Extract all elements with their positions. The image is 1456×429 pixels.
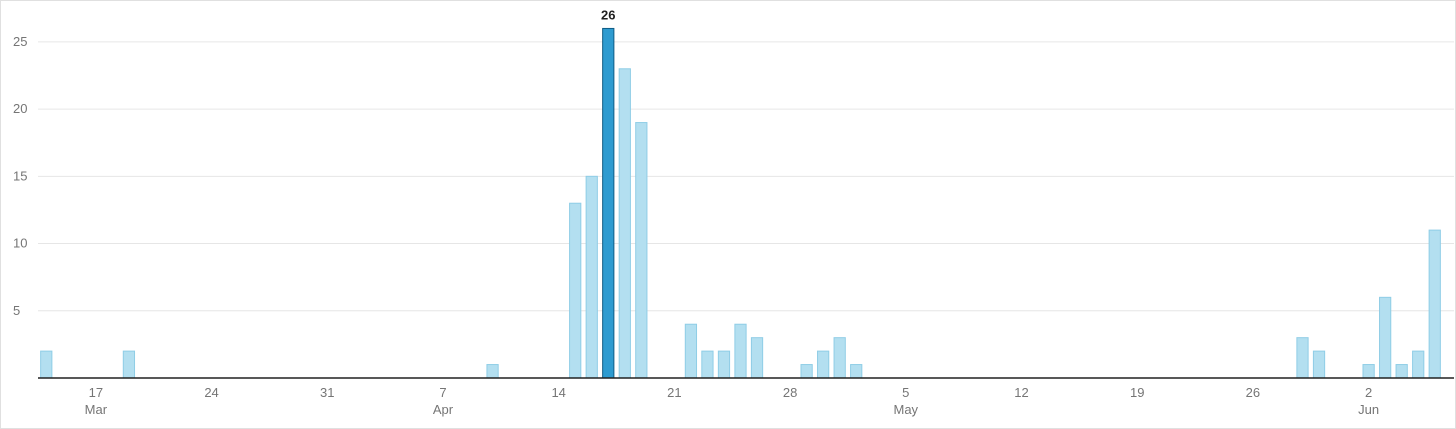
y-tick-label: 20 bbox=[13, 101, 27, 116]
bar[interactable] bbox=[800, 364, 813, 379]
bar[interactable] bbox=[40, 350, 53, 379]
bar[interactable] bbox=[1428, 229, 1441, 379]
x-tick-month-label: Mar bbox=[85, 402, 108, 417]
y-tick-label: 10 bbox=[13, 236, 27, 251]
x-tick-label: 28 bbox=[783, 385, 797, 400]
bars bbox=[40, 27, 1441, 379]
x-tick-label: 21 bbox=[667, 385, 681, 400]
x-tick-label: 7 bbox=[439, 385, 446, 400]
bar[interactable] bbox=[1379, 296, 1392, 379]
bar[interactable] bbox=[1312, 350, 1326, 379]
x-tick-label: 2 bbox=[1365, 385, 1372, 400]
x-tick-label: 31 bbox=[320, 385, 334, 400]
bar[interactable] bbox=[734, 323, 747, 379]
x-tick-label: 26 bbox=[1246, 385, 1260, 400]
bar[interactable] bbox=[585, 175, 598, 379]
x-tick-label: 19 bbox=[1130, 385, 1144, 400]
bar[interactable] bbox=[635, 122, 648, 379]
gridlines bbox=[38, 41, 1454, 312]
x-tick-month-label: Jun bbox=[1358, 402, 1379, 417]
y-tick-label: 25 bbox=[13, 34, 27, 49]
bar[interactable] bbox=[486, 364, 499, 379]
x-tick-label: 24 bbox=[204, 385, 218, 400]
bar[interactable] bbox=[1395, 364, 1408, 379]
x-tick-label: 12 bbox=[1014, 385, 1028, 400]
x-axis-ticks: 17 Mar 24 31 7 Apr 14 21 28 5 May 12 19 26 2 Jun bbox=[85, 385, 1379, 417]
x-tick-month-label: May bbox=[894, 402, 919, 417]
bar[interactable] bbox=[1296, 337, 1309, 379]
bar[interactable] bbox=[817, 350, 830, 379]
bar[interactable] bbox=[122, 350, 136, 379]
bar[interactable] bbox=[850, 364, 863, 379]
bar[interactable] bbox=[684, 323, 698, 379]
x-tick-month-label: Apr bbox=[433, 402, 454, 417]
bar[interactable] bbox=[618, 68, 631, 379]
x-tick-label: 14 bbox=[551, 385, 565, 400]
bar[interactable] bbox=[569, 202, 582, 379]
bar[interactable] bbox=[833, 337, 846, 379]
bar[interactable] bbox=[701, 350, 714, 379]
bar[interactable] bbox=[717, 350, 731, 379]
y-axis-ticks: 5 10 15 20 25 bbox=[13, 34, 27, 318]
bar[interactable] bbox=[750, 337, 764, 379]
x-tick-label: 5 bbox=[902, 385, 909, 400]
bar[interactable] bbox=[1412, 350, 1425, 379]
data-labels: 26 bbox=[601, 7, 615, 22]
bar-highlighted[interactable] bbox=[602, 27, 615, 379]
bar-value-label: 26 bbox=[601, 7, 615, 22]
y-tick-label: 5 bbox=[13, 303, 20, 318]
y-tick-label: 15 bbox=[13, 168, 27, 183]
x-tick-label: 17 bbox=[89, 385, 103, 400]
bar[interactable] bbox=[1362, 364, 1375, 379]
